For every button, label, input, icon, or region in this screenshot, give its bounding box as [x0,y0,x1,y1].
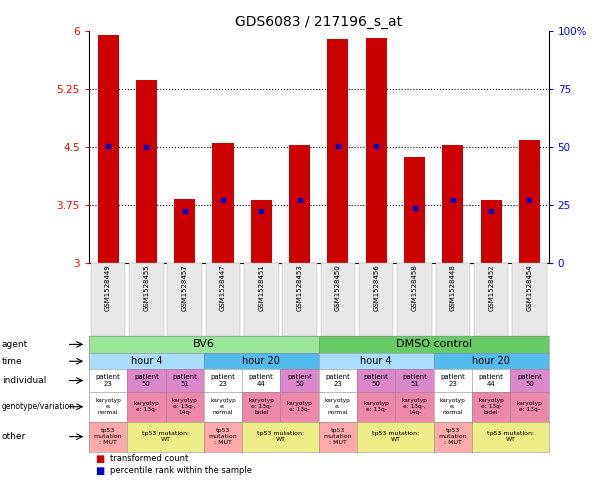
Text: tp53
mutation
: MUT: tp53 mutation : MUT [438,428,467,445]
Text: percentile rank within the sample: percentile rank within the sample [110,466,253,475]
Text: patient
50: patient 50 [517,374,542,387]
Text: tp53 mutation:
WT: tp53 mutation: WT [257,431,304,442]
Text: DMSO control: DMSO control [395,340,472,349]
Text: patient
50: patient 50 [287,374,312,387]
Text: karyotyp
e: 13q-: karyotyp e: 13q- [134,401,159,412]
Text: GSM1528451: GSM1528451 [258,265,264,312]
Text: karyotyp
e:
normal: karyotyp e: normal [440,398,466,415]
Text: GSM1528458: GSM1528458 [411,265,417,312]
Text: patient
23: patient 23 [440,374,465,387]
Text: karyotyp
e:
normal: karyotyp e: normal [325,398,351,415]
Bar [289,145,310,263]
Text: patient
50: patient 50 [134,374,159,387]
Text: hour 4: hour 4 [131,356,162,366]
Text: GSM1528450: GSM1528450 [335,265,341,312]
Bar [443,145,463,263]
Bar [213,142,234,263]
Text: agent: agent [2,340,28,349]
Bar [97,35,118,263]
Text: GSM1528447: GSM1528447 [220,265,226,312]
Bar [327,39,348,263]
Text: GSM1528449: GSM1528449 [105,265,111,312]
Text: patient
44: patient 44 [249,374,274,387]
Text: GSM1528456: GSM1528456 [373,265,379,312]
Text: patient
23: patient 23 [96,374,121,387]
Bar [404,156,425,263]
Text: GSM1528455: GSM1528455 [143,265,150,312]
Text: ■: ■ [95,466,104,476]
Bar [366,38,387,263]
Text: patient
44: patient 44 [479,374,504,387]
Text: hour 4: hour 4 [360,356,392,366]
Text: GSM1528448: GSM1528448 [450,265,456,312]
Text: hour 20: hour 20 [242,356,280,366]
Bar [174,199,195,263]
Text: genotype/variation: genotype/variation [2,402,75,411]
Text: GSM1528453: GSM1528453 [297,265,303,312]
Text: karyotyp
e:
normal: karyotyp e: normal [95,398,121,415]
Text: GSM1528454: GSM1528454 [527,265,533,312]
Text: tp53
mutation
: MUT: tp53 mutation : MUT [94,428,123,445]
Text: time: time [2,357,23,366]
Text: karyotyp
e:
normal: karyotyp e: normal [210,398,236,415]
Text: patient
23: patient 23 [326,374,351,387]
Text: karyotyp
e: 13q-,
14q-: karyotyp e: 13q-, 14q- [402,398,427,415]
Bar [136,80,157,263]
Text: patient
50: patient 50 [364,374,389,387]
Text: tp53
mutation
: MUT: tp53 mutation : MUT [208,428,237,445]
Bar [481,200,501,263]
Bar [251,200,272,263]
Text: ■: ■ [95,454,104,464]
Text: tp53 mutation:
WT: tp53 mutation: WT [487,431,534,442]
Text: tp53
mutation
: MUT: tp53 mutation : MUT [324,428,352,445]
Text: karyotyp
e: 13q-
bidel: karyotyp e: 13q- bidel [478,398,504,415]
Text: other: other [2,432,26,441]
Text: tp53 mutation:
WT: tp53 mutation: WT [142,431,189,442]
Text: GSM1528457: GSM1528457 [181,265,188,312]
Text: tp53 mutation:
WT: tp53 mutation: WT [372,431,419,442]
Text: karyotyp
e: 13q-: karyotyp e: 13q- [364,401,389,412]
Text: individual: individual [2,376,46,385]
Text: GSM1528452: GSM1528452 [488,265,494,312]
Text: karyotyp
e: 13q-: karyotyp e: 13q- [517,401,543,412]
Text: BV6: BV6 [193,340,215,349]
Text: patient
23: patient 23 [210,374,235,387]
Text: karyotyp
e: 13q-: karyotyp e: 13q- [287,401,313,412]
Text: hour 20: hour 20 [472,356,510,366]
Text: patient
51: patient 51 [172,374,197,387]
Title: GDS6083 / 217196_s_at: GDS6083 / 217196_s_at [235,15,402,29]
Text: transformed count: transformed count [110,454,189,463]
Text: karyotyp
e: 13q-
bidel: karyotyp e: 13q- bidel [248,398,274,415]
Bar [519,140,540,263]
Text: patient
51: patient 51 [402,374,427,387]
Text: karyotyp
e: 13q-,
14q-: karyotyp e: 13q-, 14q- [172,398,197,415]
